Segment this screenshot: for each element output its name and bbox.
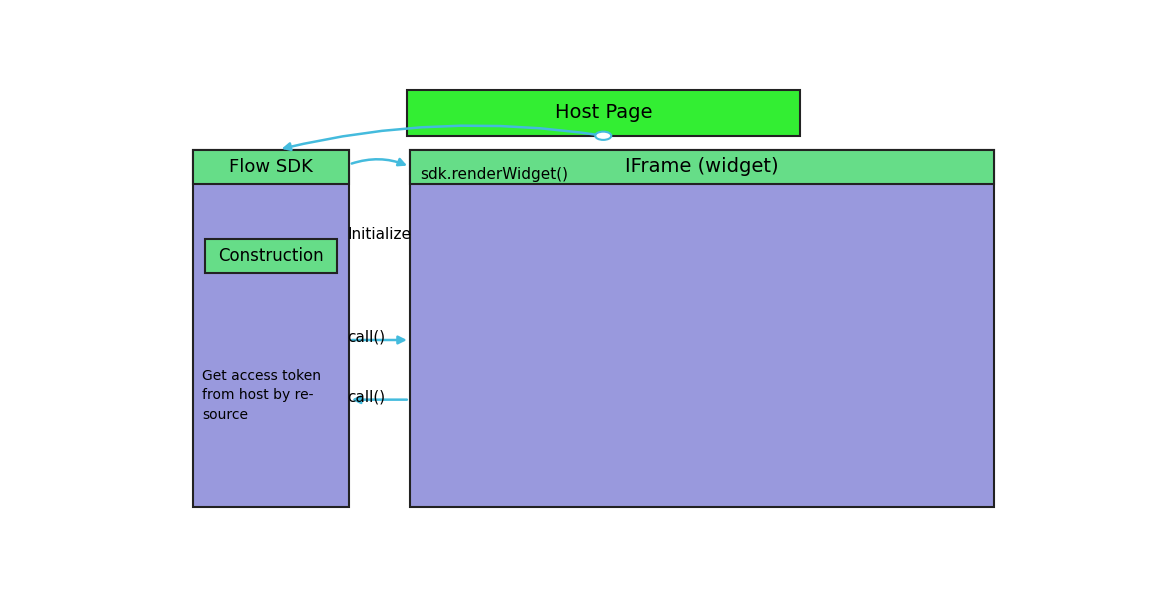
Bar	[407, 90, 800, 136]
Bar	[193, 150, 349, 184]
Text: call(): call()	[348, 330, 386, 344]
Text: Get access token
from host by re-
source: Get access token from host by re- source	[201, 368, 321, 421]
Bar	[205, 239, 337, 274]
Bar	[193, 150, 349, 508]
Circle shape	[595, 132, 611, 140]
Text: call(): call()	[348, 389, 386, 404]
Text: Construction: Construction	[219, 247, 323, 265]
Text: Initialize: Initialize	[348, 227, 411, 242]
Text: Flow SDK: Flow SDK	[229, 158, 313, 176]
Text: sdk.renderWidget(): sdk.renderWidget()	[420, 167, 569, 182]
Bar	[410, 150, 994, 184]
Bar	[410, 150, 994, 508]
Text: Host Page: Host Page	[555, 103, 651, 122]
Text: IFrame (widget): IFrame (widget)	[625, 157, 778, 176]
